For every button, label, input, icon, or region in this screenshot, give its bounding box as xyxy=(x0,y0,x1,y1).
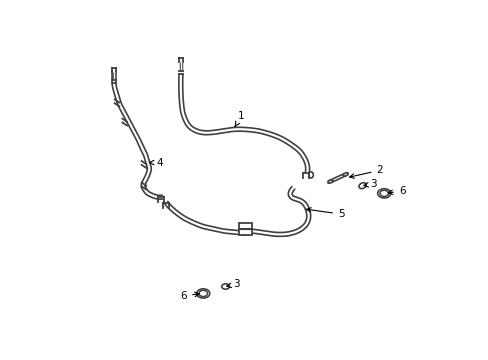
Text: 3: 3 xyxy=(226,279,240,289)
Text: 5: 5 xyxy=(306,208,344,219)
Text: 6: 6 xyxy=(387,186,405,196)
Text: 4: 4 xyxy=(149,158,163,167)
Text: 1: 1 xyxy=(235,111,244,127)
Ellipse shape xyxy=(377,189,390,198)
Ellipse shape xyxy=(358,183,366,189)
Text: 2: 2 xyxy=(349,165,383,178)
FancyBboxPatch shape xyxy=(239,222,251,229)
Ellipse shape xyxy=(343,173,347,176)
Ellipse shape xyxy=(221,284,229,289)
Text: 3: 3 xyxy=(363,179,376,189)
Text: 6: 6 xyxy=(180,291,199,301)
Ellipse shape xyxy=(199,291,207,297)
Ellipse shape xyxy=(196,289,209,298)
FancyBboxPatch shape xyxy=(239,229,251,235)
Ellipse shape xyxy=(379,190,387,197)
Ellipse shape xyxy=(308,172,313,178)
Ellipse shape xyxy=(327,180,332,183)
